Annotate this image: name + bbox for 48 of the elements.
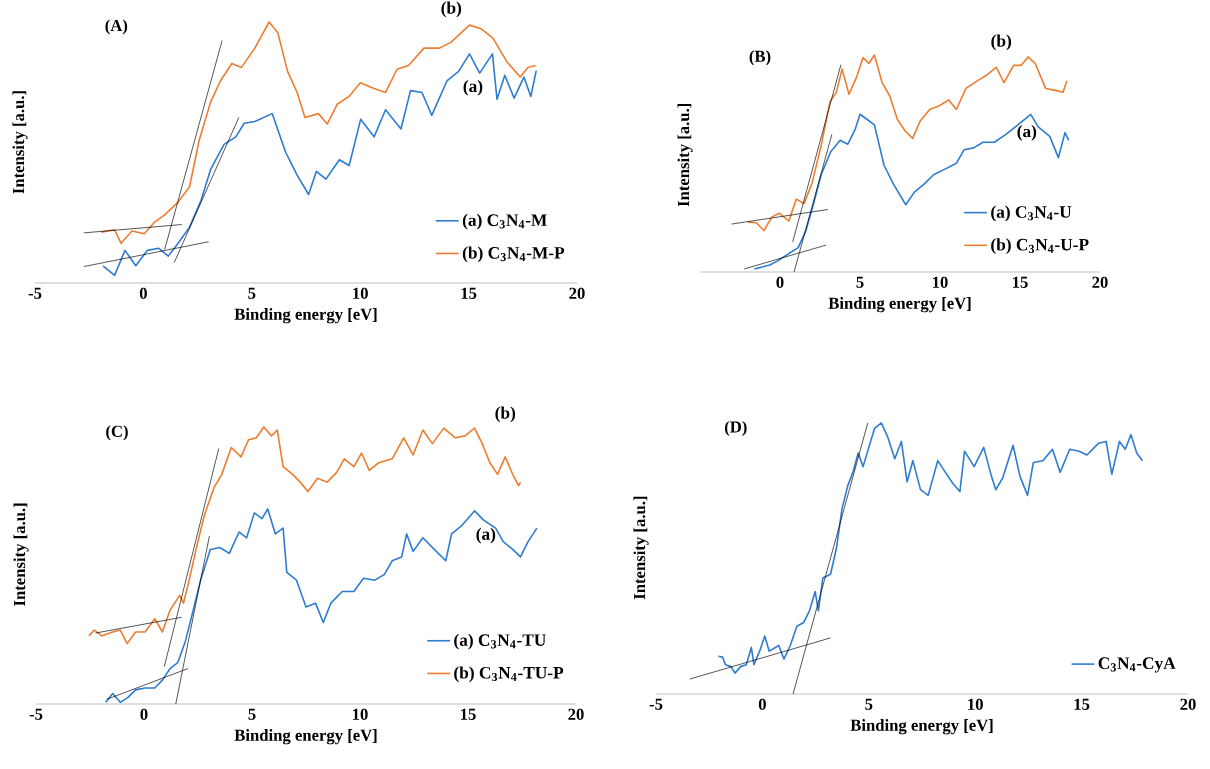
chart-title: (C) — [106, 425, 128, 441]
legend-label: (a) C$_{3}$N$_{4}$-U — [991, 205, 1072, 222]
y-axis-title: Intensity [a.u.] — [13, 503, 29, 606]
x-tick-label: 0 — [758, 698, 766, 710]
x-tick-label: 15 — [1074, 698, 1090, 710]
x-tick-label: -5 — [29, 708, 43, 720]
legend-label: (a) C$_{3}$N$_{4}$-TU — [454, 633, 546, 650]
y-axis-title: Intensity [a.u.] — [677, 103, 693, 207]
x-tick-label: 20 — [1092, 276, 1108, 288]
x-tick-label: 5 — [248, 708, 256, 720]
x-tick-label: 10 — [933, 276, 948, 288]
y-axis-title: Intensity [a.u.] — [12, 91, 28, 194]
text: (b) — [495, 406, 516, 423]
chart-title: (D) — [724, 420, 747, 436]
x-tick-label: 10 — [353, 287, 368, 299]
x-axis-title: Binding energy [eV] — [234, 308, 377, 324]
x-tick-label: 0 — [140, 708, 148, 720]
x-tick-label: 20 — [1180, 698, 1196, 710]
x-axis-title: Binding energy [eV] — [850, 719, 993, 735]
legend-label: (a) C$_{3}$N$_{4}$-M — [462, 213, 547, 230]
x-tick-label: 5 — [248, 287, 256, 299]
text: (b) — [991, 34, 1012, 51]
annotation: (a) — [463, 79, 483, 96]
x-axis-title: Binding energy [eV] — [828, 297, 971, 313]
x-tick-label: 15 — [461, 287, 477, 299]
legend-label: (b) C$_{3}$N$_{4}$-TU-P — [454, 666, 564, 683]
x-tick-label: 0 — [776, 276, 784, 288]
x-tick-label: 5 — [865, 698, 873, 710]
annotation: (a) — [476, 527, 496, 544]
legend-label: (b) C$_{3}$N$_{4}$-M-P — [462, 246, 565, 263]
legend-label: C$_{3}$N$_{4}$-CyA — [1098, 657, 1176, 673]
x-tick-label: 15 — [461, 708, 476, 720]
x-tick-label: -5 — [649, 698, 663, 710]
x-tick-label: 20 — [569, 287, 585, 299]
legend-label: (b) C$_{3}$N$_{4}$-U-P — [991, 238, 1089, 255]
x-axis-title: Binding energy [eV] — [234, 729, 377, 745]
x-tick-label: 10 — [353, 708, 368, 720]
x-tick-label: 5 — [856, 276, 864, 288]
x-tick-label: 10 — [968, 698, 983, 710]
x-tick-label: -5 — [28, 287, 42, 299]
y-axis-title: Intensity [a.u.] — [633, 496, 649, 600]
text: (b) — [441, 1, 462, 18]
chart-title: (B) — [749, 50, 771, 66]
x-tick-label: 0 — [139, 287, 147, 299]
chart-title: (A) — [105, 19, 128, 35]
annotation: (a) — [1017, 125, 1037, 141]
x-tick-label: 20 — [568, 708, 584, 720]
x-tick-label: 15 — [1013, 276, 1028, 288]
